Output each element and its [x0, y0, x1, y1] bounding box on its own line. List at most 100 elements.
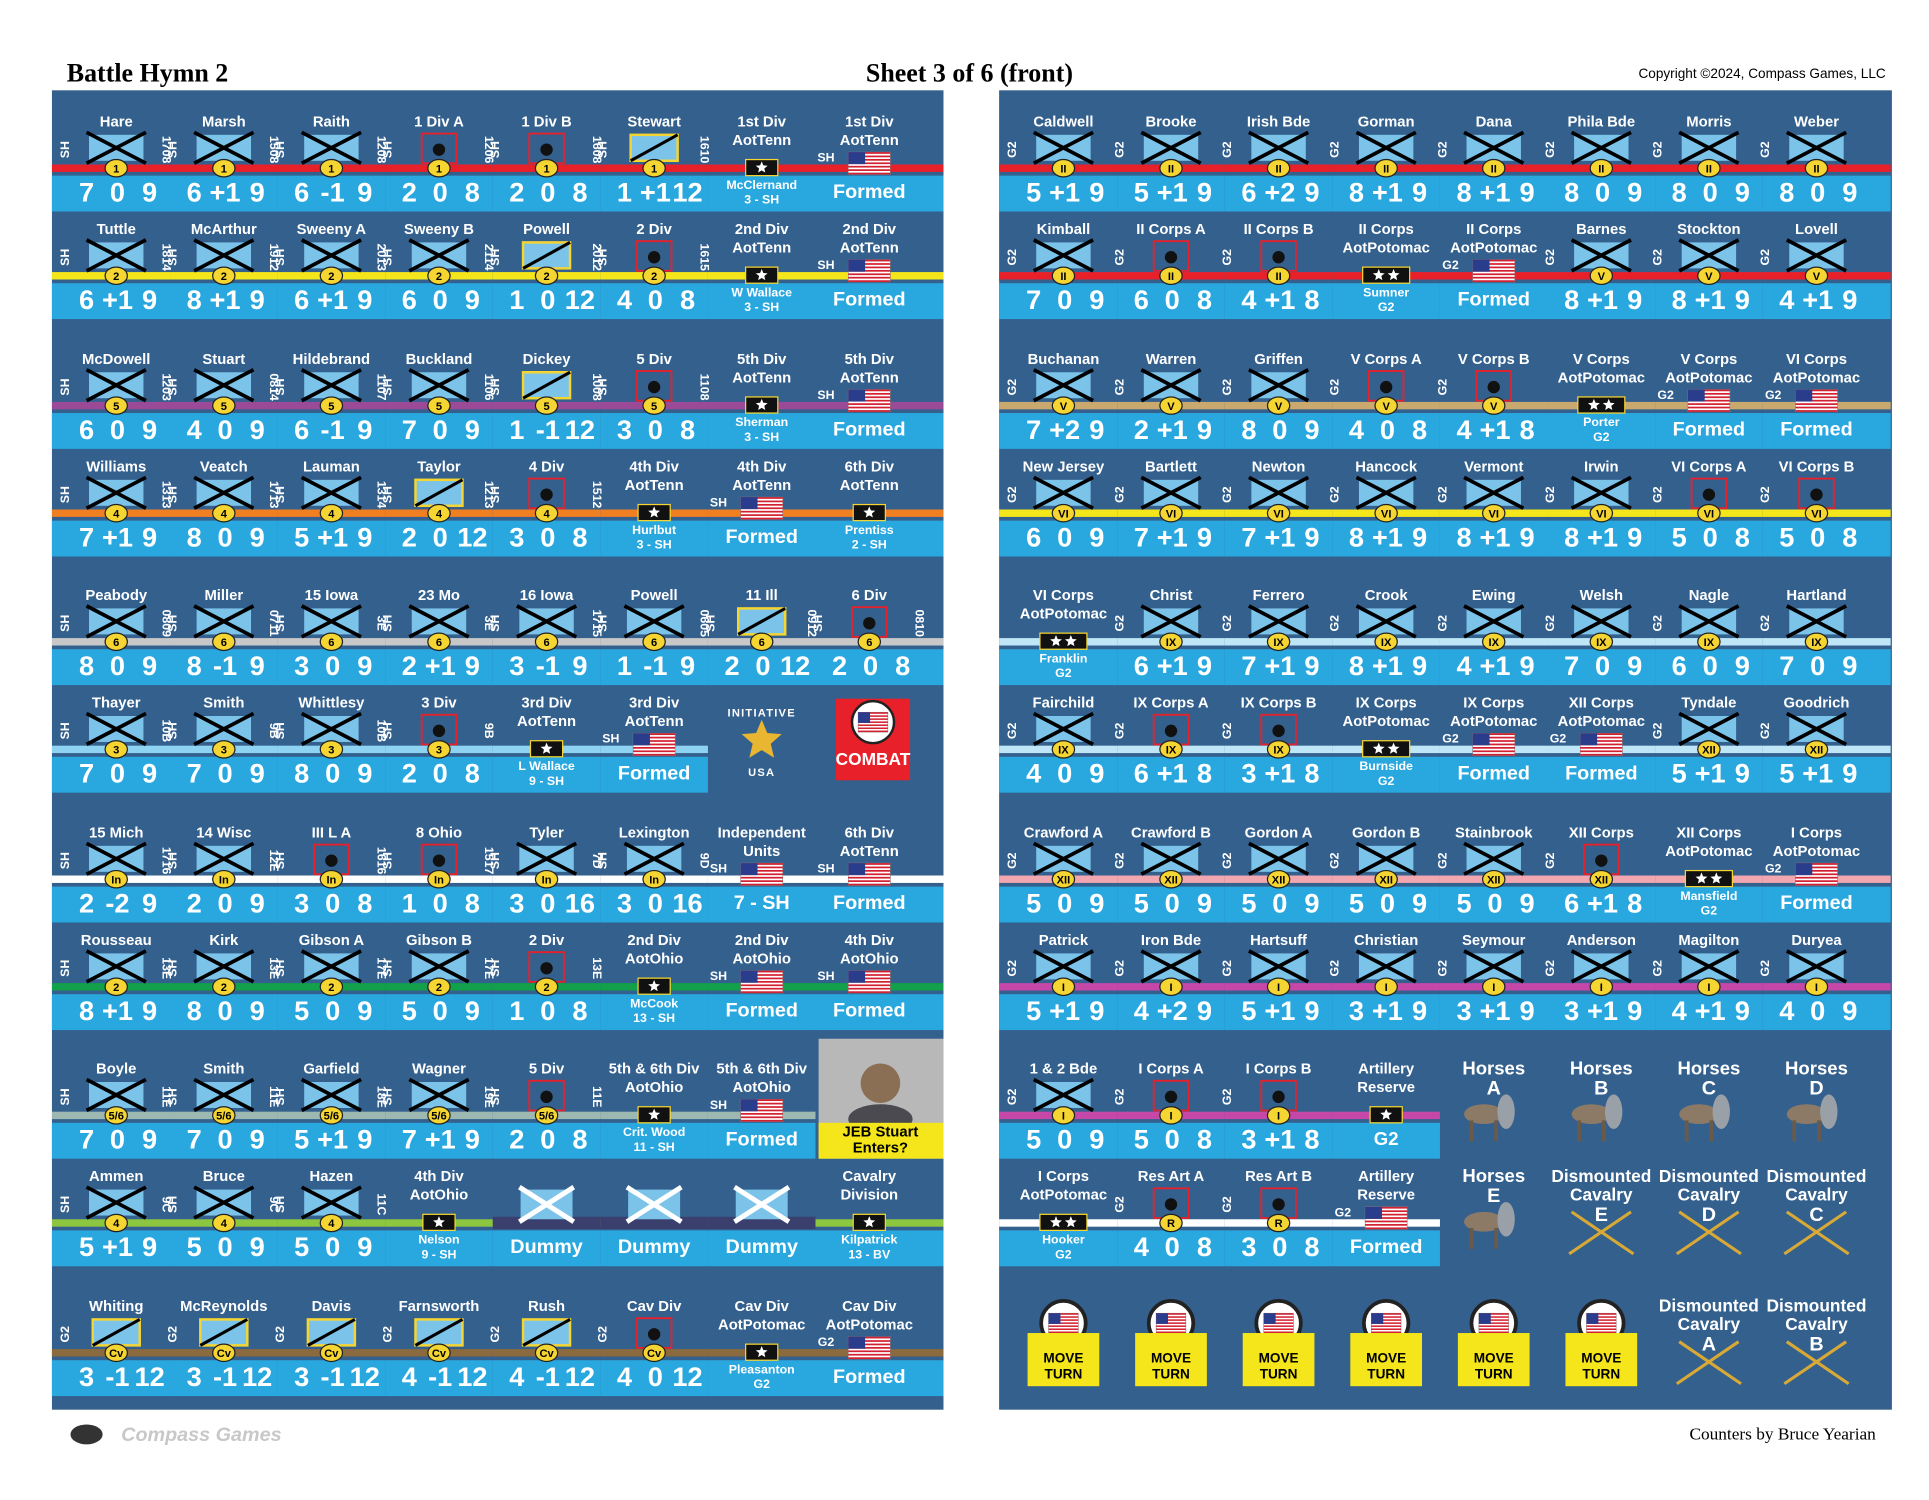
combat-factor: 7	[402, 414, 417, 445]
side-label: SH	[58, 1196, 72, 1213]
stat-band	[1439, 283, 1548, 320]
flag-stripe	[1795, 863, 1838, 865]
combat-factor: 3	[617, 414, 632, 445]
flag-stripe	[848, 162, 891, 165]
move-marker	[1457, 1333, 1530, 1387]
flag-stripe	[848, 263, 891, 265]
unit-badge	[104, 869, 128, 889]
combat-factor: 9	[1627, 995, 1642, 1026]
combat-factor: 5	[1672, 521, 1687, 552]
unit-badge	[1266, 869, 1291, 889]
combat-factor: 0	[1703, 176, 1718, 207]
leader-star	[755, 1346, 768, 1358]
counter-name: VI Corps	[1786, 352, 1847, 368]
leader-name: 9 - SH	[421, 1247, 456, 1261]
counter-name: VI Corps	[1033, 588, 1094, 604]
hex-code: 11C	[375, 1193, 389, 1215]
stat-band	[1762, 649, 1891, 686]
stat-band	[170, 756, 278, 793]
side-label: G2	[1765, 862, 1782, 876]
symbol-line	[1678, 949, 1740, 984]
flag-canton	[1472, 259, 1490, 272]
side-label: G2	[1758, 722, 1772, 739]
stat-band	[707, 649, 816, 686]
flag-stripe	[848, 1347, 891, 1349]
dismounted-name: Dismounted	[1659, 1296, 1759, 1316]
dismounted-name: Cavalry	[1785, 1184, 1848, 1204]
stat-band	[51, 649, 171, 686]
symbol-line	[1032, 238, 1094, 273]
combat-factor: 7	[187, 1124, 202, 1155]
combat-factor: 4	[1779, 995, 1794, 1026]
counter-name: Artillery	[1358, 1062, 1415, 1078]
symbol-line	[1355, 475, 1417, 510]
combat-factor: 8	[1197, 1231, 1212, 1262]
move-label: TURN	[1582, 1367, 1620, 1382]
stat-band	[600, 1122, 708, 1159]
counter-name: 1st Div	[737, 114, 786, 130]
stat-band	[1332, 413, 1440, 449]
unit-badge	[1159, 632, 1183, 652]
side-label: G2	[1442, 258, 1459, 272]
hex-code: 11E	[590, 1086, 604, 1107]
side-label: G2	[1543, 852, 1557, 869]
unit-badge	[534, 396, 559, 415]
counter-name: XII Corps	[1569, 825, 1634, 841]
combat-factor: 0	[1810, 650, 1825, 681]
hex-code: 0814	[267, 373, 281, 401]
leader-name: G2	[1378, 774, 1395, 788]
flag-stripe	[1580, 740, 1623, 742]
side-label: SH	[488, 852, 502, 869]
artillery-ball	[325, 854, 338, 867]
flag-stripe	[848, 406, 891, 409]
counter-name: McReynolds	[180, 1299, 267, 1315]
side-label: SH	[381, 249, 395, 266]
badge-text: Cv	[539, 1348, 554, 1360]
side-label: G2	[1113, 486, 1127, 503]
side-label: G2	[1758, 960, 1772, 977]
counter-name: AotOhio	[840, 952, 898, 968]
dismounted-name: Cavalry	[1570, 1184, 1633, 1204]
stat-band	[51, 1122, 171, 1159]
combat-factor: 0	[540, 995, 555, 1026]
badge-text: IX	[1273, 745, 1284, 757]
combat-factor: +1	[640, 176, 671, 207]
counter-name: Res Art B	[1245, 1169, 1312, 1185]
leader-name: McClernand	[726, 178, 797, 192]
flag-stripe	[1586, 1328, 1617, 1330]
unit-badge	[1266, 158, 1291, 178]
stat-band	[385, 1230, 493, 1267]
flag-stripe	[633, 743, 676, 746]
flag-stripe	[1478, 1319, 1509, 1321]
symbol-line	[1032, 368, 1094, 403]
unit-badge	[212, 503, 236, 523]
counter-name: AotOhio	[732, 952, 790, 968]
combat-factor: +1	[1587, 284, 1618, 315]
combat-factor: 0	[1595, 650, 1610, 681]
side-label: SH	[817, 258, 834, 272]
stat-band	[492, 994, 601, 1031]
combat-factor: 8	[1456, 521, 1471, 552]
flag-stripe	[1795, 866, 1838, 869]
counter-name: Gordon B	[1352, 825, 1421, 841]
flag-stripe	[1371, 1316, 1401, 1318]
combat-factor: 8	[1197, 1124, 1212, 1155]
combat-factor: -1	[536, 1361, 560, 1392]
symbol-line	[85, 841, 147, 876]
artillery-ball	[432, 854, 446, 867]
counter-name: Artillery	[1358, 1169, 1415, 1185]
unit-badge	[1266, 1106, 1291, 1125]
hex-code: 0605	[697, 610, 711, 638]
badge-text: In	[649, 874, 659, 886]
stat-band	[170, 175, 278, 212]
stat-band	[51, 413, 171, 449]
counter-name: Warren	[1146, 352, 1197, 368]
counter-name: AotOhio	[732, 1080, 790, 1096]
counter-name: AotTenn	[625, 478, 684, 494]
badge-text: 5	[651, 401, 657, 413]
counter-name: Sweeny A	[297, 222, 367, 238]
move-label: MOVE	[1366, 1351, 1406, 1366]
symbol-line	[1678, 711, 1740, 747]
leader-name: 3 - SH	[637, 538, 672, 552]
combat-factor: 0	[1703, 521, 1718, 552]
